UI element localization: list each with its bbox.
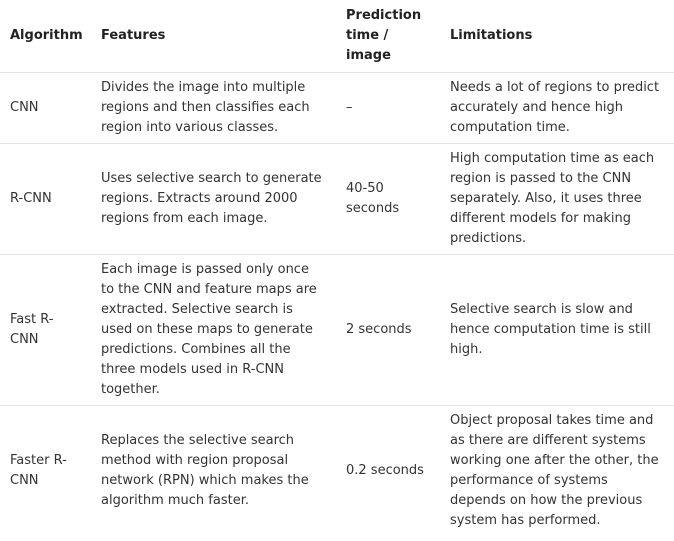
cell-limitations: Needs a lot of regions to predict accura… [450,80,660,135]
cell-features: Divides the image into multiple regions … [101,80,310,135]
header-features: Features [101,28,166,43]
cell-algorithm: CNN [10,100,39,115]
cell-prediction-time: 40-50 seconds [346,181,400,216]
cell-limitations: Object proposal takes time and as there … [450,413,659,528]
table-row: Fast R-CNN Each image is passed only onc… [0,254,674,406]
cell-algorithm: Fast R-CNN [10,312,54,347]
cell-prediction-time: 0.2 seconds [346,463,424,478]
cell-algorithm: R-CNN [10,191,52,206]
header-row: Algorithm Features Prediction time / ima… [0,0,674,73]
header-algorithm: Algorithm [10,28,83,43]
cell-limitations: High computation time as each region is … [450,151,655,246]
cell-limitations: Selective search is slow and hence compu… [450,302,651,357]
table-row: Faster R-CNN Replaces the selective sear… [0,405,674,537]
table-row: R-CNN Uses selective search to generate … [0,143,674,255]
header-prediction-time: Prediction time / image [346,8,422,63]
cell-algorithm: Faster R-CNN [10,453,67,488]
header-limitations: Limitations [450,28,533,43]
cell-prediction-time: 2 seconds [346,322,412,337]
cell-features: Replaces the selective search method wit… [101,433,309,508]
cell-features: Each image is passed only once to the CN… [101,262,317,397]
table-row: CNN Divides the image into multiple regi… [0,72,674,144]
cell-features: Uses selective search to generate region… [101,171,322,226]
cell-prediction-time: – [346,100,353,115]
